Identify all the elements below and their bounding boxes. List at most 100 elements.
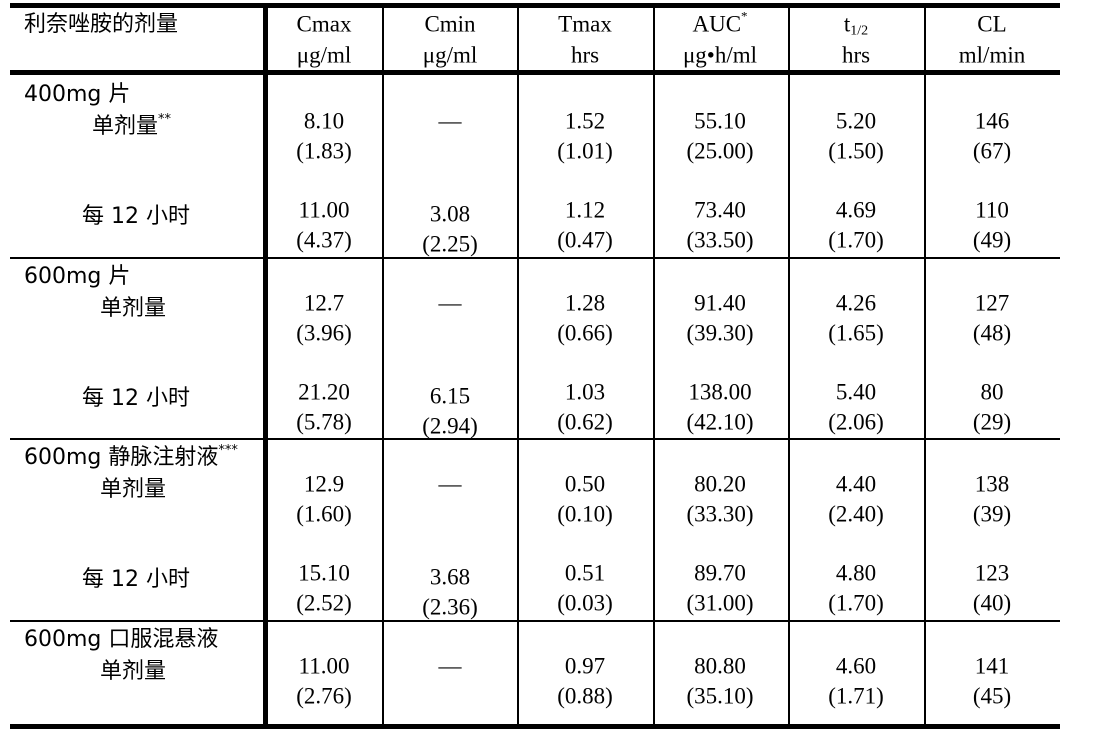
row-label: 每 12 小时 [82,206,190,228]
cell-sd: (1.70) [828,229,884,252]
cell-mean-text: 4.26 [835,290,877,316]
cell-mean: 15.10 [298,562,350,585]
header-cl: CL [977,13,1006,36]
cell-mean: 0.51 [565,562,605,585]
cell-sd-text: (2.40) [828,501,884,527]
row-label: 单剂量 [100,479,166,501]
cell-mean-text: 3.68 [429,564,471,590]
row-label-text: 每 12 小时 [82,204,190,229]
cell-sd-text: (4.37) [296,227,352,253]
cell-sd: (2.52) [296,592,352,615]
header-t: t1/2 [844,13,868,39]
cell-sd: (39) [973,503,1011,526]
column-divider [653,3,655,725]
header-unit-text: μg/ml [296,42,352,68]
header-auc-sup: * [741,8,748,24]
cell-sd-text: (33.50) [686,227,754,253]
header-cmax: Cmax [297,13,352,36]
cell-mean-text: 21.20 [298,379,350,405]
cell-mean: — [439,110,462,133]
table-bottom-border [10,724,1060,729]
cell-mean-text: 4.40 [835,471,877,497]
cell-mean-text: 12.7 [303,290,345,316]
header-dose-column-text: 利奈唑胺的剂量 [24,12,179,37]
cell-mean: 138 [975,473,1010,496]
cell-mean: 3.68 [430,566,470,589]
cell-mean: 1.12 [565,199,605,222]
column-divider [788,3,790,725]
cell-sd-text: (0.10) [557,501,613,527]
cell-sd-text: (40) [972,590,1012,616]
cell-mean-text: 12.9 [303,471,345,497]
cell-sd-text: (39) [972,501,1012,527]
cell-sd: (3.96) [296,322,352,345]
cell-mean: 110 [975,199,1009,222]
cell-mean-text: 80.80 [694,653,746,679]
cell-sd-text: (35.10) [686,683,754,709]
cell-sd: (2.36) [422,596,478,619]
cell-sd-text: (2.76) [296,683,352,709]
cell-sd-text: (0.62) [557,409,613,435]
cell-mean-text: 123 [974,560,1010,586]
header-unit: ml/min [959,44,1025,67]
cell-mean-text: 11.00 [298,197,350,223]
cell-mean: 5.20 [836,110,876,133]
cell-mean-text: 91.40 [694,290,746,316]
cell-sd: (1.71) [828,685,884,708]
cell-sd: (0.03) [557,592,613,615]
cell-sd: (0.66) [557,322,613,345]
cell-mean-text: 138 [974,471,1010,497]
cell-sd: (2.25) [422,233,478,256]
cell-sd: (0.62) [557,411,613,434]
cell-mean: — [439,292,462,315]
cell-sd-text: (33.30) [686,501,754,527]
cell-sd-text: (48) [972,320,1012,346]
cell-sd: (5.78) [296,411,352,434]
cell-sd-text: (1.60) [296,501,352,527]
row-label: 单剂量 [100,298,166,320]
column-divider [382,3,384,725]
cell-sd: (42.10) [686,411,753,434]
header-unit-text: hrs [570,42,600,68]
cell-mean: 1.52 [565,110,605,133]
cell-sd-text: (5.78) [296,409,352,435]
cell-sd-text: (1.50) [828,138,884,164]
group-label-text: 600mg 口服混悬液 [24,627,219,652]
row-label-sup: ** [158,112,172,127]
cell-mean-text: 89.70 [694,560,746,586]
header-unit: μg/ml [423,44,478,67]
cell-sd-text: (3.96) [296,320,352,346]
row-label-text: 单剂量 [100,296,167,321]
cell-sd: (33.30) [686,503,753,526]
header-cmin: Cmin [424,13,475,36]
cell-sd: (4.37) [296,229,352,252]
cell-sd: (31.00) [686,592,753,615]
cell-mean: 4.69 [836,199,876,222]
cell-sd: (0.88) [557,685,613,708]
cell-mean: 12.9 [304,473,344,496]
cell-mean-text: — [438,290,462,316]
table-top-border [10,3,1060,8]
cell-mean-text: — [438,471,462,497]
cell-mean: 138.00 [688,381,751,404]
header-bottom-border [10,70,1060,75]
cell-sd-text: (1.01) [557,138,613,164]
cell-mean-text: 5.40 [835,379,877,405]
group-label: 600mg 静脉注射液*** [24,444,238,469]
cell-sd: (1.83) [296,140,352,163]
cell-sd: (48) [973,322,1011,345]
cell-sd: (1.50) [828,140,884,163]
cell-mean: 6.15 [430,385,470,408]
cell-mean: 3.08 [430,203,470,226]
cell-mean-text: 3.08 [429,201,471,227]
cell-mean-text: 0.97 [564,653,606,679]
cell-mean: 4.40 [836,473,876,496]
cell-mean: 4.26 [836,292,876,315]
row-label-text: 每 12 小时 [82,386,190,411]
cell-sd-text: (31.00) [686,590,754,616]
cell-mean: 141 [975,655,1010,678]
cell-sd-text: (1.70) [828,227,884,253]
cell-mean-text: 15.10 [298,560,350,586]
cell-mean: 0.50 [565,473,605,496]
cell-sd-text: (2.94) [422,413,478,439]
